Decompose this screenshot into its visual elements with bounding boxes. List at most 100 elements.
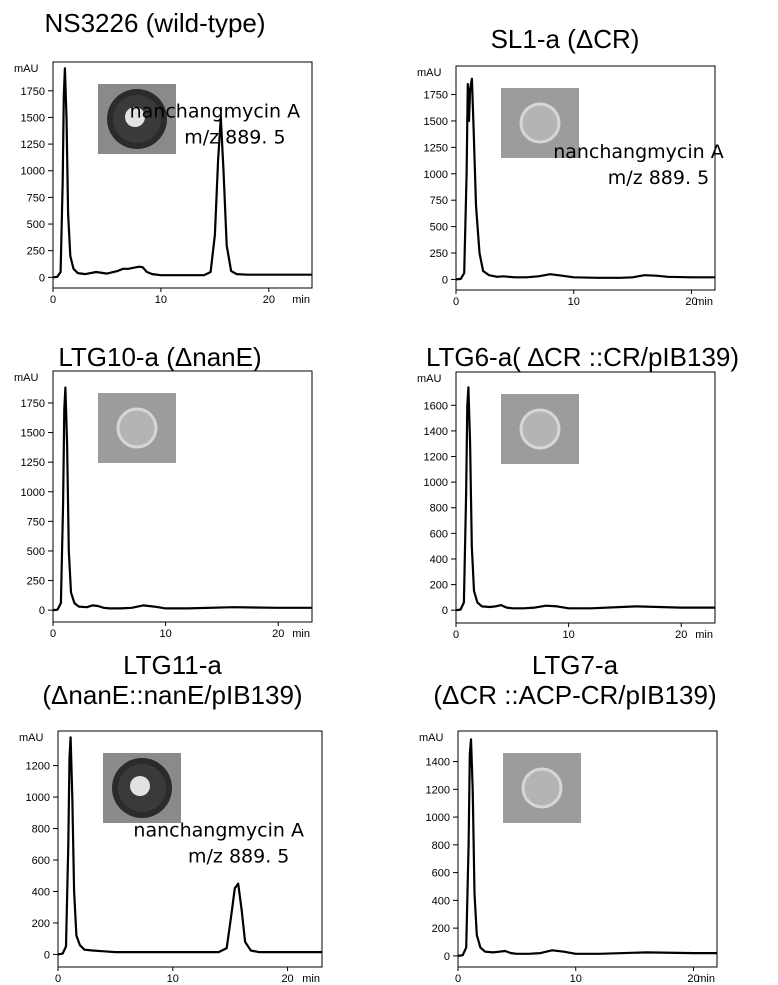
y-tick-label: 500	[430, 222, 448, 234]
y-tick-label: 0	[444, 951, 450, 963]
y-tick-label: 1200	[26, 761, 50, 773]
x-axis-unit: min	[292, 294, 310, 306]
y-tick-label: 0	[44, 949, 50, 961]
inhibition-zone-photo	[98, 84, 176, 154]
plot-frame	[457, 730, 718, 968]
y-tick-label: 600	[32, 855, 50, 867]
y-tick-label: 250	[430, 248, 448, 260]
x-tick-label: 20	[687, 973, 699, 985]
x-tick-label: 10	[167, 973, 179, 985]
chromatogram-trace	[457, 738, 717, 957]
chart-title-ltg11a: LTG11-a (ΔnanE::nanE/pIB139)	[0, 650, 345, 710]
annotation-compound: nanchangmycin A	[553, 141, 724, 163]
y-tick-label: 1500	[424, 116, 448, 128]
x-axis-unit: min	[695, 629, 713, 641]
chromatogram-ltg6a: mAU 0 200 400 600 800 1000 1200 1400 1600 0 10 20 min	[417, 371, 716, 641]
x-tick-label: 0	[50, 294, 56, 306]
chart-title-ltg11a-line1: LTG11-a	[123, 650, 222, 680]
plot-frame	[455, 371, 716, 624]
inhibition-zone-photo	[103, 753, 181, 823]
y-tick-label: 600	[432, 868, 450, 880]
y-tick-label: 250	[27, 576, 45, 588]
x-axis-unit: min	[302, 973, 320, 985]
y-tick-label: 1750	[424, 90, 448, 102]
y-tick-label: 0	[39, 605, 45, 617]
y-tick-label: 750	[27, 516, 45, 528]
y-tick-label: 1000	[21, 166, 45, 178]
colony	[519, 102, 561, 144]
x-tick-label: 10	[155, 294, 167, 306]
x-tick-label: 10	[159, 628, 171, 640]
colony	[521, 767, 563, 809]
y-axis-unit: mAU	[417, 67, 442, 79]
y-tick-label: 1000	[21, 487, 45, 499]
annotation-mz: m/z 889. 5	[184, 126, 285, 148]
inhibition-zone-photo	[501, 394, 579, 464]
plot-frame	[52, 61, 313, 289]
y-tick-label: 1400	[424, 426, 448, 438]
y-tick-label: 800	[430, 503, 448, 515]
y-tick-label: 200	[432, 923, 450, 935]
x-axis-unit: min	[697, 973, 715, 985]
x-tick-label: 20	[675, 629, 687, 641]
chromatogram-ltg10a: mAU 0 250 500 750 1000 1250 1500 1750 0 10 20 min	[14, 370, 313, 640]
x-axis-unit: min	[695, 296, 713, 308]
y-tick-label: 1250	[21, 457, 45, 469]
x-tick-label: 10	[562, 629, 574, 641]
y-tick-label: 1200	[426, 784, 450, 796]
y-tick-label: 1200	[424, 452, 448, 464]
y-tick-label: 800	[432, 840, 450, 852]
x-tick-label: 10	[570, 973, 582, 985]
chromatogram-trace	[455, 77, 715, 281]
y-tick-label: 400	[432, 895, 450, 907]
y-axis-unit: mAU	[419, 732, 444, 744]
plot-frame	[52, 370, 313, 623]
y-tick-label: 750	[430, 195, 448, 207]
plot-frame	[455, 65, 716, 291]
y-tick-label: 400	[32, 886, 50, 898]
y-tick-label: 1750	[21, 86, 45, 98]
y-tick-label: 1000	[424, 169, 448, 181]
colony	[125, 107, 145, 127]
y-tick-label: 500	[27, 219, 45, 231]
y-axis-unit: mAU	[14, 63, 39, 75]
x-tick-label: 0	[453, 296, 459, 308]
chromatogram-trace	[455, 386, 715, 612]
inhibition-zone-photo	[501, 88, 579, 158]
x-tick-label: 0	[50, 628, 56, 640]
y-axis-unit: mAU	[417, 373, 442, 385]
annotation-compound: nanchangmycin A	[130, 100, 301, 122]
chromatogram-ns3226: mAU 0 250 500 750 1000 1250 1500 1750 0 10 20 min nan…	[14, 61, 313, 306]
chromatogram-trace	[52, 67, 312, 279]
y-tick-label: 0	[39, 272, 45, 284]
y-tick-label: 1000	[26, 792, 50, 804]
chart-title-ns3226: NS3226 (wild-type)	[44, 8, 266, 38]
y-tick-label: 250	[27, 246, 45, 258]
y-tick-label: 1600	[424, 400, 448, 412]
annotation-mz: m/z 889. 5	[608, 167, 709, 189]
x-tick-label: 10	[568, 296, 580, 308]
y-tick-label: 1250	[21, 139, 45, 151]
chromatogram-ltg11a: mAU 0 200 400 600 800 1000 1200 0 10 20 min nanchang…	[19, 730, 323, 985]
chromatogram-trace	[52, 386, 312, 612]
y-tick-label: 1500	[21, 428, 45, 440]
y-tick-label: 600	[430, 528, 448, 540]
y-tick-label: 750	[27, 192, 45, 204]
plot-frame	[57, 730, 323, 968]
chart-title-ltg10a: LTG10-a (ΔnanE)	[58, 342, 262, 372]
y-tick-label: 800	[32, 824, 50, 836]
x-tick-label: 0	[55, 973, 61, 985]
x-tick-label: 20	[281, 973, 293, 985]
colony	[116, 407, 158, 449]
x-tick-label: 0	[453, 629, 459, 641]
y-tick-label: 1250	[424, 142, 448, 154]
x-tick-label: 20	[685, 296, 697, 308]
y-tick-label: 500	[27, 546, 45, 558]
annotation-mz: m/z 889. 5	[188, 845, 289, 867]
y-tick-label: 0	[442, 605, 448, 617]
y-tick-label: 200	[32, 918, 50, 930]
chart-title-ltg7a-line2: (ΔCR ::ACP-CR/pIB139)	[433, 680, 717, 710]
chromatogram-trace	[57, 736, 322, 956]
y-tick-label: 1000	[426, 812, 450, 824]
